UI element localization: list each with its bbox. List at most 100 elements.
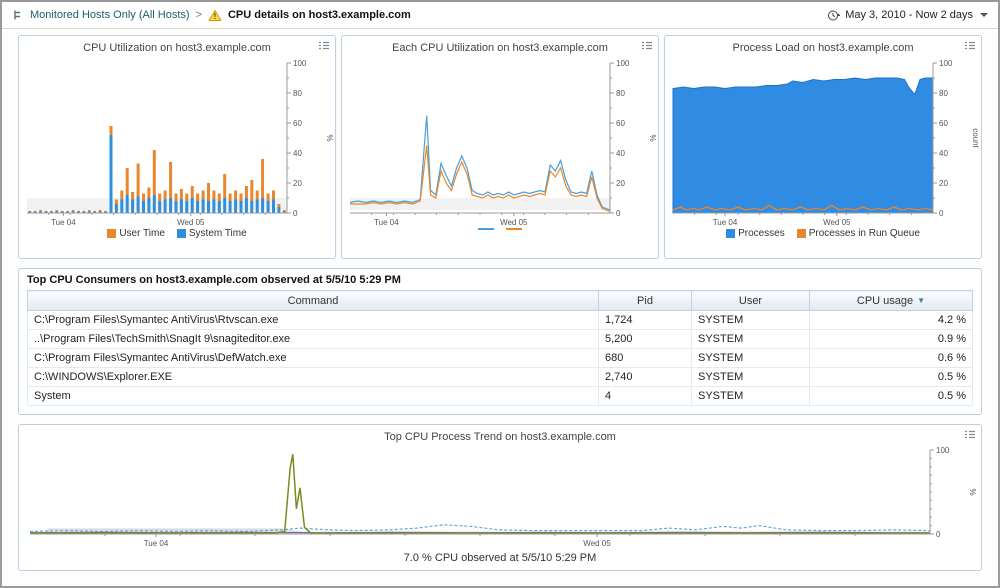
- cell-cpu: 0.5 %: [809, 386, 973, 406]
- cell-user: SYSTEM: [691, 367, 810, 387]
- table-row[interactable]: System 4 SYSTEM 0.5 %: [27, 386, 973, 406]
- each-cpu-utilization-chart[interactable]: 0 20 40 60 80 100 Tue 04 Wed 05%: [344, 56, 656, 230]
- breadcrumb-separator: >: [195, 9, 202, 21]
- svg-text:60: 60: [293, 119, 302, 128]
- column-header-user[interactable]: User: [691, 290, 810, 311]
- page-title: CPU details on host3.example.com: [227, 9, 411, 21]
- legend-swatch: [107, 229, 117, 238]
- cell-command: ..\Program Files\TechSmith\SnagIt 9\snag…: [27, 329, 599, 349]
- legend-swatch: [796, 229, 806, 238]
- time-range-label: May 3, 2010 - Now 2 days: [845, 9, 973, 21]
- legend-swatch: [506, 228, 522, 230]
- svg-text:40: 40: [939, 149, 948, 158]
- svg-text:100: 100: [616, 59, 630, 68]
- svg-text:Wed 05: Wed 05: [500, 218, 528, 227]
- chart-title: Top CPU Process Trend on host3.example.c…: [384, 431, 616, 443]
- table-header-row: Command Pid User CPU usage ▼: [27, 290, 973, 311]
- chart-menu-icon[interactable]: [964, 429, 976, 443]
- table-row[interactable]: C:\WINDOWS\Explorer.EXE 2,740 SYSTEM 0.5 %: [27, 367, 973, 387]
- chart-menu-icon[interactable]: [318, 40, 330, 54]
- svg-text:20: 20: [293, 179, 302, 188]
- svg-text:Tue 04: Tue 04: [51, 218, 76, 227]
- legend-swatch: [176, 229, 186, 238]
- legend-item: Processes in Run Queue: [796, 228, 920, 239]
- legend-item: System Time: [176, 228, 247, 239]
- svg-text:Tue 04: Tue 04: [713, 218, 738, 227]
- svg-text:100: 100: [936, 446, 950, 455]
- chart-legend: [342, 228, 658, 230]
- time-range-selector[interactable]: May 3, 2010 - Now 2 days: [827, 9, 988, 22]
- chart-caption: 7.0 % CPU observed at 5/5/10 5:29 PM: [403, 552, 597, 564]
- breadcrumb-link[interactable]: Monitored Hosts Only (All Hosts): [30, 9, 190, 21]
- cell-user: SYSTEM: [691, 329, 810, 349]
- svg-text:0: 0: [936, 530, 941, 539]
- svg-text:%: %: [325, 134, 333, 141]
- legend-item: User Time: [107, 228, 165, 239]
- cell-user: SYSTEM: [691, 310, 810, 330]
- process-load-chart[interactable]: 0 20 40 60 80 100 Tue 04 Wed 05 count: [667, 56, 979, 230]
- breadcrumb: Monitored Hosts Only (All Hosts) > ! CPU…: [12, 9, 411, 22]
- svg-text:0: 0: [939, 209, 944, 218]
- svg-text:100: 100: [939, 59, 953, 68]
- table-row[interactable]: C:\Program Files\Symantec AntiVirus\DefW…: [27, 348, 973, 368]
- svg-text:count: count: [971, 128, 979, 148]
- warning-icon: !: [208, 9, 222, 22]
- cell-pid: 680: [598, 348, 692, 368]
- svg-text:20: 20: [939, 179, 948, 188]
- cell-command: C:\WINDOWS\Explorer.EXE: [27, 367, 599, 387]
- cpu-utilization-chart[interactable]: 0 20 40 60 80 100 Tue 04 Wed 05%: [21, 56, 333, 230]
- panel-top-cpu-process-trend: Top CPU Process Trend on host3.example.c…: [18, 424, 982, 571]
- svg-text:!: !: [214, 12, 217, 21]
- svg-text:Wed 05: Wed 05: [823, 218, 851, 227]
- legend-label: System Time: [188, 228, 247, 239]
- chart-legend: User Time System Time: [19, 228, 335, 239]
- svg-text:40: 40: [616, 149, 625, 158]
- cell-cpu: 0.6 %: [809, 348, 973, 368]
- cell-cpu: 0.5 %: [809, 367, 973, 387]
- svg-text:Tue 04: Tue 04: [374, 218, 399, 227]
- column-header-command[interactable]: Command: [27, 290, 599, 311]
- breadcrumb-bar: Monitored Hosts Only (All Hosts) > ! CPU…: [2, 2, 998, 29]
- cell-cpu: 0.9 %: [809, 329, 973, 349]
- legend-item: [478, 228, 494, 230]
- svg-text:60: 60: [939, 119, 948, 128]
- chart-title: Each CPU Utilization on host3.example.co…: [392, 42, 608, 54]
- cell-cpu: 4.2 %: [809, 310, 973, 330]
- legend-swatch: [726, 229, 736, 238]
- cell-pid: 5,200: [598, 329, 692, 349]
- legend-label: User Time: [119, 228, 165, 239]
- hierarchy-icon: [12, 9, 24, 21]
- top-cpu-process-trend-chart[interactable]: 0 100 Tue 04 Wed 05%: [24, 443, 976, 551]
- table-row[interactable]: C:\Program Files\Symantec AntiVirus\Rtvs…: [27, 310, 973, 330]
- chevron-down-icon: [980, 13, 988, 17]
- cell-pid: 2,740: [598, 367, 692, 387]
- chart-title: CPU Utilization on host3.example.com: [83, 42, 271, 54]
- cell-pid: 4: [598, 386, 692, 406]
- panel-process-load: Process Load on host3.example.com 0 20 40 6…: [664, 35, 982, 259]
- column-header-pid[interactable]: Pid: [598, 290, 692, 311]
- legend-item: [506, 228, 522, 230]
- section-title: Top CPU Consumers on host3.example.com o…: [27, 274, 401, 286]
- chart-menu-icon[interactable]: [641, 40, 653, 54]
- cell-user: SYSTEM: [691, 348, 810, 368]
- svg-text:60: 60: [616, 119, 625, 128]
- chart-menu-icon[interactable]: [964, 40, 976, 54]
- chart-legend: Processes Processes in Run Queue: [665, 228, 981, 239]
- column-header-cpu-label: CPU usage: [856, 294, 914, 307]
- panel-each-cpu-utilization: Each CPU Utilization on host3.example.co…: [341, 35, 659, 259]
- svg-text:0: 0: [293, 209, 298, 218]
- svg-text:0: 0: [616, 209, 621, 218]
- svg-text:Wed 05: Wed 05: [177, 218, 205, 227]
- svg-text:100: 100: [293, 59, 307, 68]
- table-wrap: Command Pid User CPU usage ▼ C:\Program F…: [27, 290, 973, 406]
- column-header-cpu-usage[interactable]: CPU usage ▼: [809, 290, 973, 311]
- table-row[interactable]: ..\Program Files\TechSmith\SnagIt 9\snag…: [27, 329, 973, 349]
- svg-text:%: %: [968, 488, 976, 495]
- legend-swatch: [478, 228, 494, 230]
- clock-icon: [827, 9, 841, 22]
- cell-user: SYSTEM: [691, 386, 810, 406]
- svg-text:20: 20: [616, 179, 625, 188]
- cell-pid: 1,724: [598, 310, 692, 330]
- cell-command: C:\Program Files\Symantec AntiVirus\DefW…: [27, 348, 599, 368]
